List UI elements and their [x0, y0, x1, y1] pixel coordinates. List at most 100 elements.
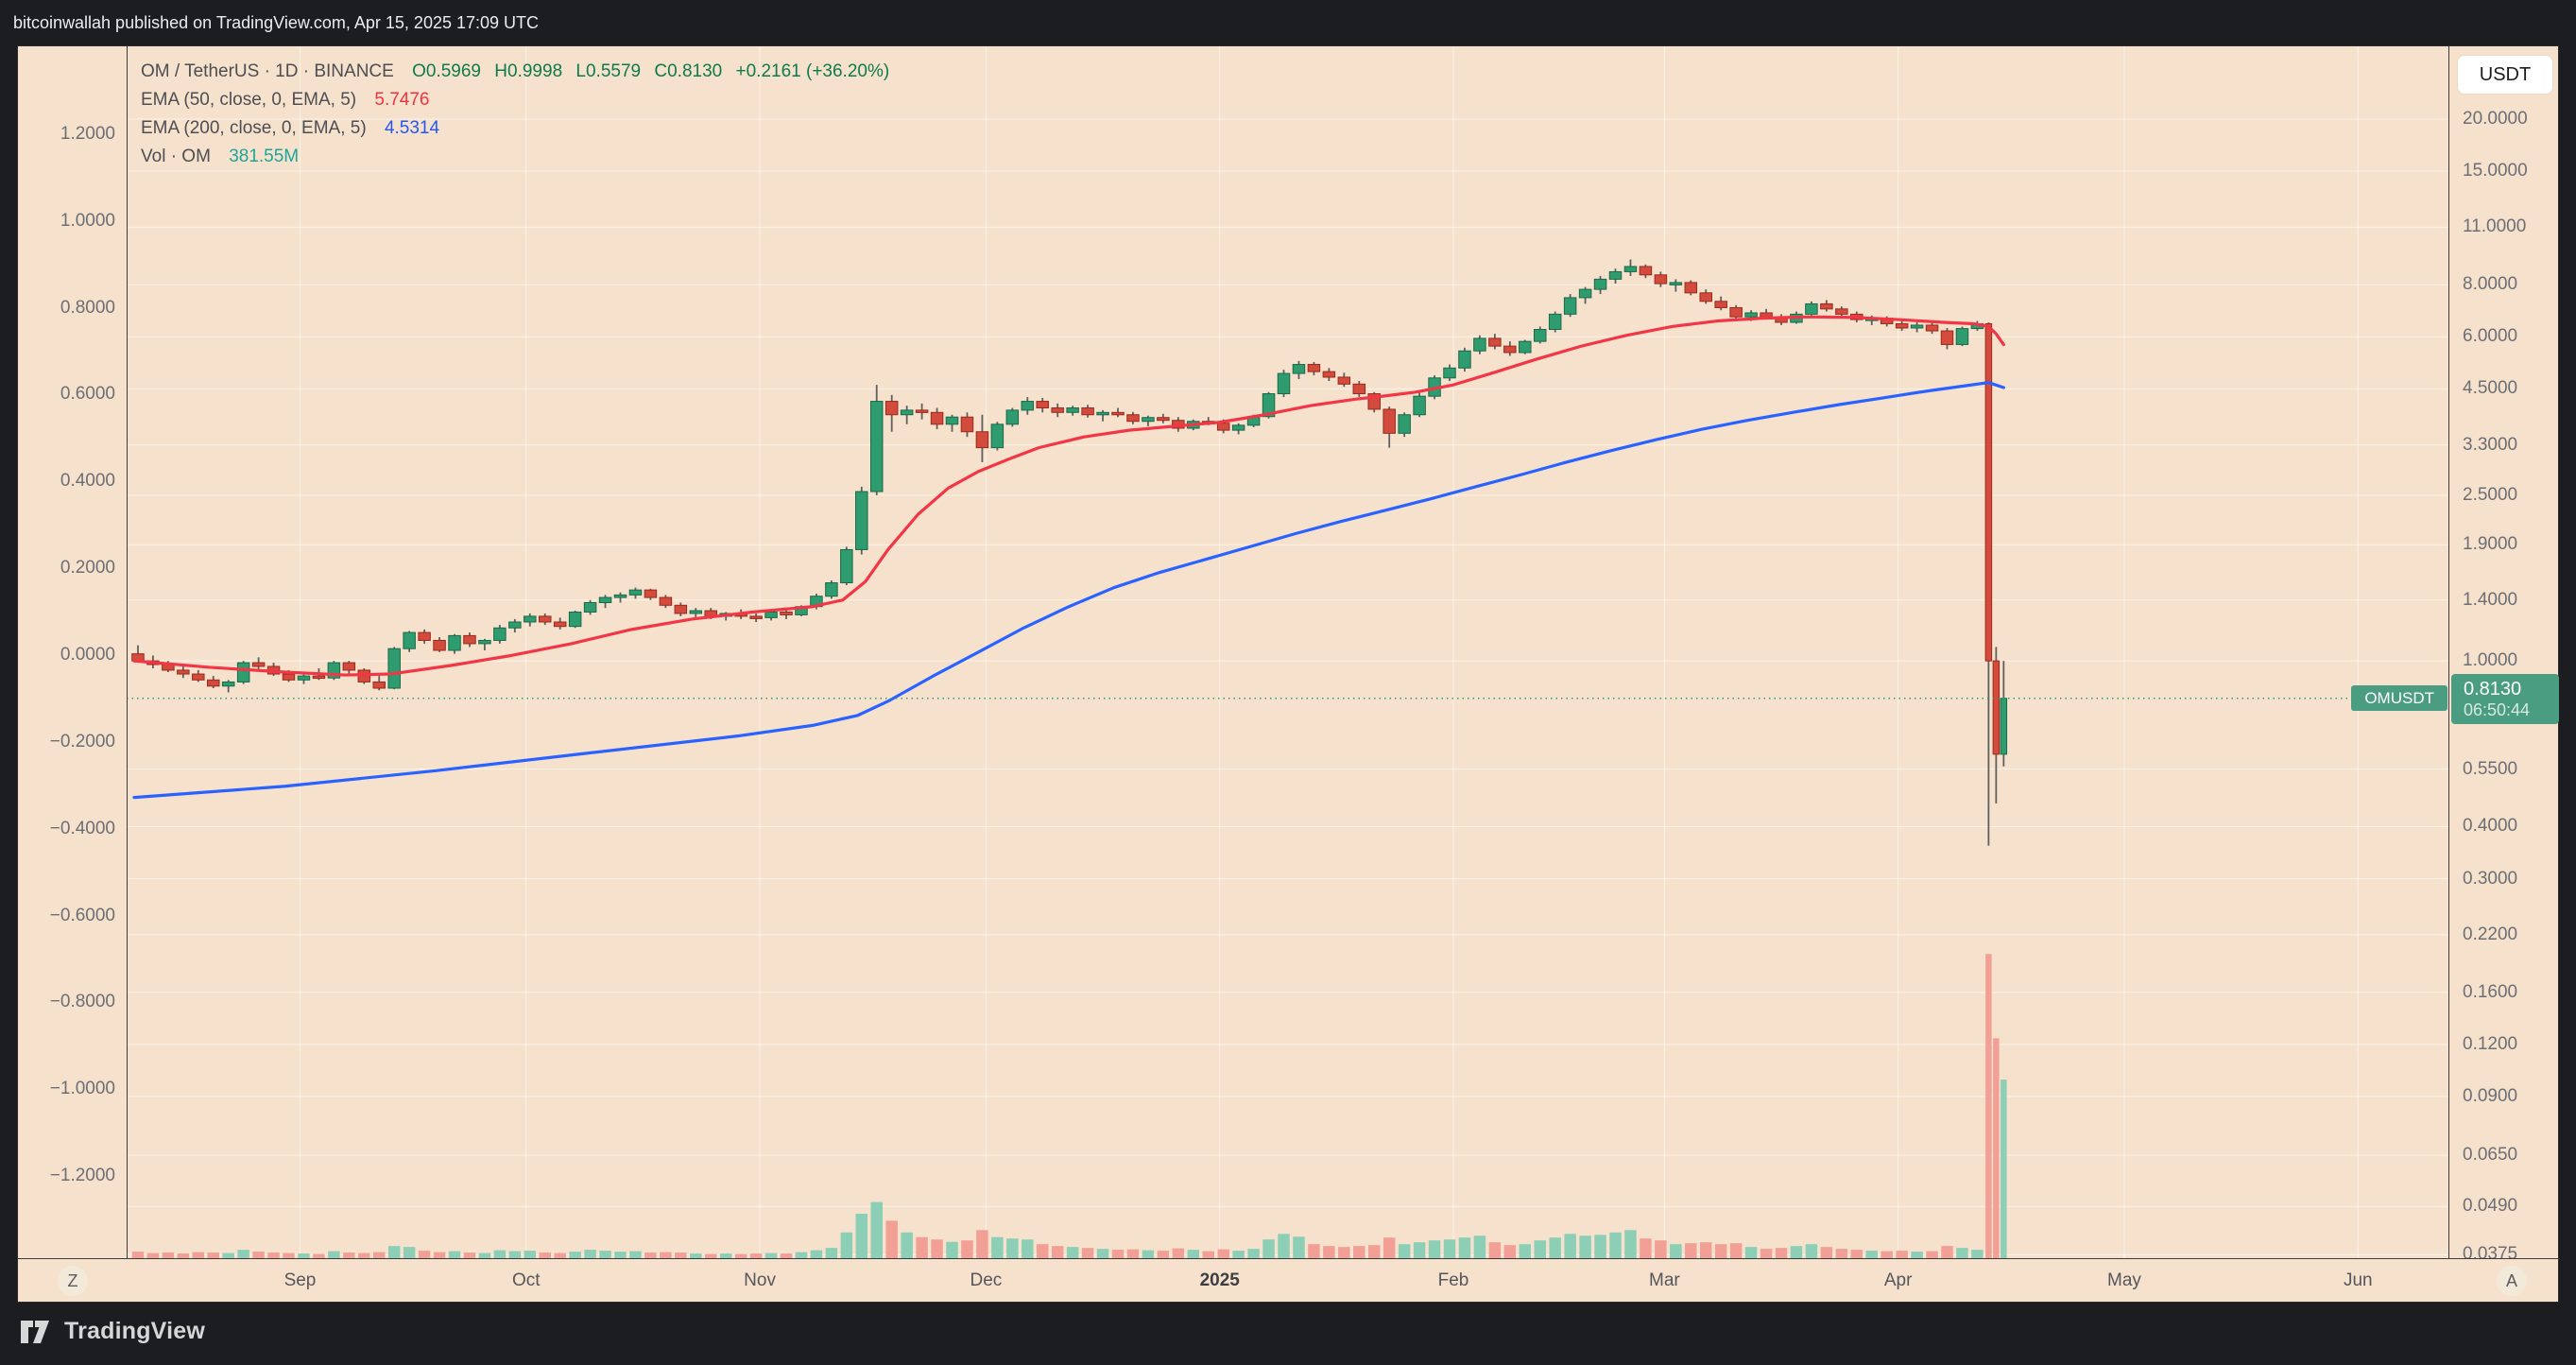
left-price-tick-label: 0.6000 — [60, 384, 115, 405]
legend-volume-row[interactable]: Vol · OM 381.55M — [141, 143, 889, 171]
volume-bar — [1187, 1250, 1200, 1258]
candle-down — [915, 409, 929, 413]
volume-bar — [1202, 1251, 1214, 1258]
volume-bar — [1609, 1232, 1622, 1258]
price-pane[interactable]: OM / TetherUS · 1D · BINANCE O0.5969 H0.… — [127, 46, 2448, 1258]
published-header-text: bitcoinwallah published on TradingView.c… — [13, 13, 540, 32]
candle-up — [478, 639, 491, 645]
candle-down — [1984, 322, 1993, 662]
volume-bar — [1111, 1250, 1125, 1258]
tradingview-link[interactable]: TradingView — [21, 1318, 205, 1345]
ema50-value: 5.7476 — [374, 90, 430, 110]
volume-bar — [131, 1252, 145, 1258]
candle-down — [674, 604, 688, 614]
right-price-scale[interactable]: USDT 0.8130 06:50:44 20.0000 15.0000 11.00… — [2448, 46, 2561, 1264]
left-price-tick-label: 0.0000 — [60, 644, 115, 665]
volume-bar — [162, 1253, 175, 1258]
volume-bar — [1685, 1243, 1697, 1258]
volume-bar — [1066, 1247, 1079, 1258]
volume-value: 381.55M — [229, 147, 300, 166]
volume-bar — [1805, 1244, 1818, 1258]
volume-bar — [493, 1250, 507, 1258]
candle-down — [1654, 274, 1668, 285]
legend-ema200-row[interactable]: EMA (200, close, 0, EMA, 5) 4.5314 — [141, 114, 889, 143]
right-price-tick-label: 0.2200 — [2463, 924, 2518, 944]
left-price-tick-label: −0.8000 — [49, 992, 115, 1012]
volume-bar — [780, 1253, 793, 1258]
candle-up — [1563, 297, 1577, 315]
tradingview-logo-icon — [21, 1320, 49, 1343]
volume-bar — [403, 1247, 416, 1258]
candle-up — [1910, 324, 1924, 329]
volume-bar — [283, 1253, 295, 1258]
timezone-button[interactable]: Z — [58, 1266, 88, 1296]
volume-bar — [1744, 1247, 1758, 1258]
volume-bar — [1473, 1235, 1486, 1258]
candle-down — [433, 639, 446, 651]
chart-legend: OM / TetherUS · 1D · BINANCE O0.5969 H0.… — [141, 58, 889, 171]
candle-up — [1096, 411, 1109, 416]
candle-up — [990, 423, 1005, 449]
volume-bar — [1820, 1247, 1833, 1258]
candle-up — [1005, 409, 1020, 425]
volume-bar — [1579, 1235, 1591, 1258]
volume-bar — [1247, 1249, 1260, 1258]
candle-up — [1398, 414, 1411, 434]
candle-up — [1142, 417, 1155, 423]
ohlc-change: +0.2161 (+36.20%) — [735, 61, 890, 81]
candle-up — [236, 662, 250, 682]
time-scale[interactable]: Z A Sep Oct Nov Dec 2025 Feb Mar Apr May Jun — [18, 1258, 2560, 1302]
right-price-tick-label: 0.1600 — [2463, 981, 2518, 1002]
candle-down — [553, 621, 567, 628]
auto-scale-button[interactable]: A — [2497, 1266, 2527, 1296]
candle-up — [1231, 424, 1245, 431]
ohlc-open: O0.5969 — [412, 61, 482, 81]
price-chart-canvas[interactable] — [127, 46, 2448, 1258]
right-price-tick-label: 11.0000 — [2463, 216, 2527, 237]
volume-bar — [554, 1253, 566, 1258]
volume-bar — [961, 1240, 973, 1258]
candle-down — [251, 662, 266, 667]
volume-bar — [207, 1253, 219, 1258]
candle-up — [2000, 698, 2008, 755]
volume-bar — [1896, 1251, 1908, 1258]
volume-bar — [810, 1250, 823, 1258]
candle-up — [598, 596, 612, 604]
volume-bar — [704, 1253, 717, 1258]
volume-bar — [825, 1248, 838, 1258]
legend-ema50-row[interactable]: EMA (50, close, 0, EMA, 5) 5.7476 — [141, 86, 889, 114]
right-price-tick-label: 0.0650 — [2463, 1145, 2518, 1166]
volume-bar — [1549, 1237, 1561, 1258]
volume-bar — [1534, 1240, 1546, 1258]
volume-bar — [870, 1201, 883, 1258]
ohlc-high: H0.9998 — [494, 61, 563, 81]
candle-down — [1760, 312, 1773, 318]
volume-bar — [1850, 1250, 1863, 1258]
volume-bar — [313, 1253, 325, 1258]
left-price-tick-label: −0.4000 — [49, 818, 115, 838]
candle-up — [387, 648, 401, 689]
time-tick-label: Mar — [1648, 1270, 1680, 1290]
volume-bar — [1729, 1243, 1743, 1258]
left-price-tick-label: −1.2000 — [49, 1166, 115, 1186]
candle-up — [825, 582, 838, 597]
legend-symbol-row[interactable]: OM / TetherUS · 1D · BINANCE O0.5969 H0.… — [141, 58, 889, 86]
right-price-tick-label: 0.4000 — [2463, 816, 2518, 837]
time-tick-label: Feb — [1437, 1270, 1469, 1290]
last-price-value: 0.8130 — [2464, 678, 2522, 700]
volume-bar — [1022, 1239, 1034, 1258]
candle-down — [1503, 345, 1517, 354]
candle-down — [1051, 407, 1064, 413]
volume-bar — [690, 1253, 702, 1258]
candle-down — [312, 675, 326, 680]
left-price-tick-label: −1.0000 — [49, 1079, 115, 1099]
currency-toggle-button[interactable]: USDT — [2458, 56, 2552, 94]
candle-up — [945, 416, 959, 425]
volume-bar — [1775, 1248, 1788, 1258]
volume-bar — [1308, 1244, 1320, 1258]
volume-bar — [387, 1246, 401, 1258]
current-price-symbol-pill: OMUSDT — [2351, 685, 2447, 712]
candle-down — [1322, 371, 1336, 378]
volume-bar — [599, 1251, 611, 1258]
left-price-scale[interactable]: 1.2000 1.0000 0.8000 0.6000 0.4000 0.2000 0.00… — [18, 46, 128, 1258]
